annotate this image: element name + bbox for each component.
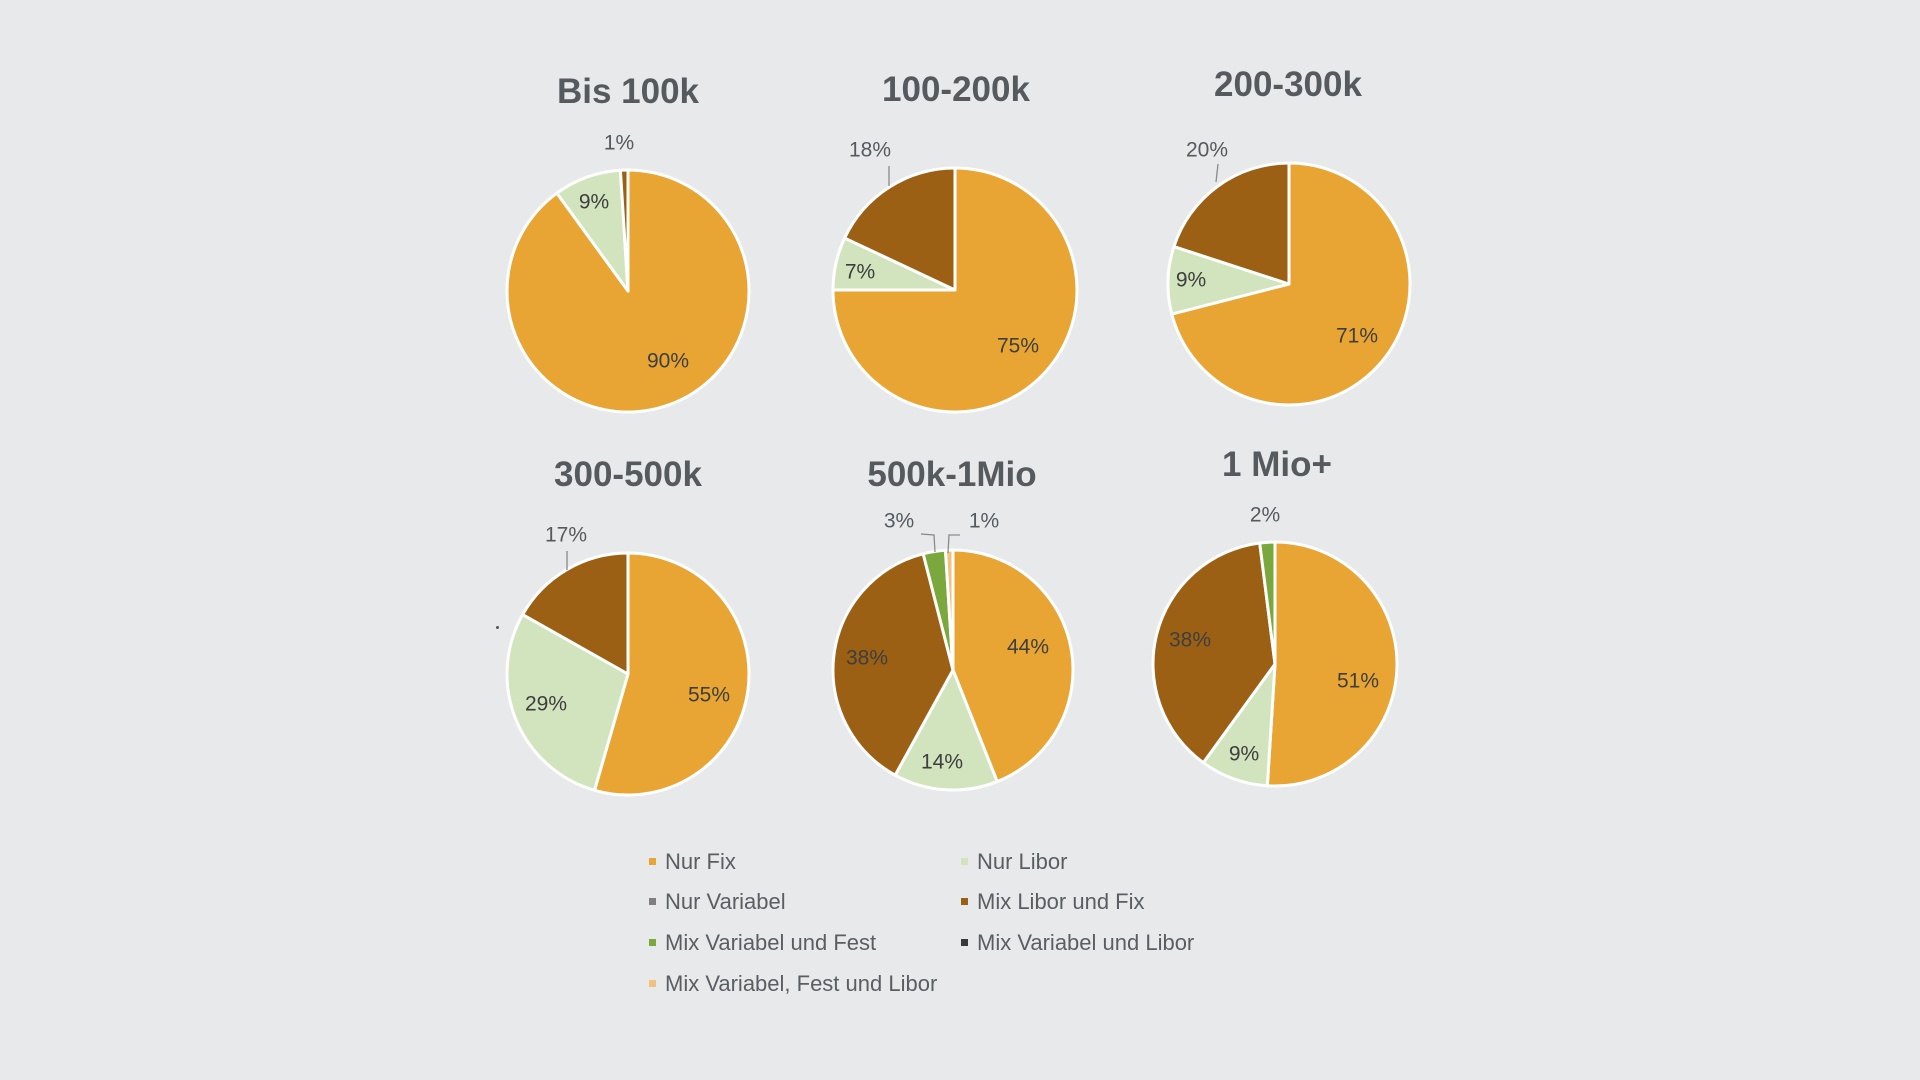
leader-line [1215,163,1219,183]
data-label: 71% [1336,325,1378,348]
data-label: 44% [1007,636,1049,659]
pie-slice [843,166,957,292]
legend-swatch [649,979,656,987]
pie-slice [618,168,630,293]
pie-chart-2: 75% 7% 18% [831,139,1079,414]
legend-item-mix-variabel-fest-libor: Mix Variabel, Fest und Libor [649,970,937,998]
data-label: 3% [884,510,914,533]
data-label: 75% [997,335,1039,358]
data-label: 9% [1176,269,1206,292]
legend-label: Mix Variabel und Libor [977,930,1195,955]
pie-slice [943,548,955,672]
data-label: 2% [1250,504,1280,527]
pie-chart-6: 51% 9% 38% 2% [1151,504,1399,788]
data-label: 17% [545,524,587,547]
legend-item-mix-libor-fix: Mix Libor und Fix [961,888,1145,916]
pie-chart-4: 55% 29% 17% [505,524,751,797]
chart-title-4: 300-500k [554,455,702,494]
legend-swatch [961,938,968,946]
pie-slice [1265,540,1399,788]
legend-label: Mix Libor und Fix [977,889,1145,914]
legend-item-mix-variabel-fest: Mix Variabel und Fest [649,929,876,957]
chart-title-6: 1 Mio+ [1222,445,1332,484]
data-label: 18% [849,139,891,162]
legend-swatch [649,938,656,946]
data-label: 29% [525,693,567,716]
legend-swatch [961,897,968,905]
pie-slice [893,668,999,792]
data-label: 20% [1186,139,1228,162]
legend-swatch [649,897,656,905]
legend-item-nur-variabel: Nur Variabel [649,888,786,916]
data-label: 55% [688,684,730,707]
data-label: 1% [969,510,999,533]
chart-title-5: 500k-1Mio [867,455,1037,494]
legend-label: Nur Fix [665,849,736,874]
legend-item-nur-fix: Nur Fix [649,848,736,876]
data-label: 9% [579,191,609,214]
data-label: 38% [1169,629,1211,652]
legend-label: Nur Libor [977,849,1068,874]
pie-slice [1172,161,1291,286]
data-label: 9% [1229,743,1259,766]
data-label: 1% [604,132,634,155]
legend-item-nur-libor: Nur Libor [961,848,1067,876]
leader-line [920,533,936,553]
legend-swatch [649,857,656,865]
pie-slice [831,552,955,777]
pie-chart-1: 90% 9% 1% [505,132,751,414]
chart-title-3: 200-300k [1214,65,1362,104]
pie-slice [1258,540,1277,666]
pie-chart-3: 71% 9% 20% [1166,139,1412,407]
data-label: 7% [845,261,875,284]
legend-item-mix-variabel-libor: Mix Variabel und Libor [961,929,1194,957]
stray-mark [496,626,499,629]
pie-chart-5: 44% 14% 38% 3% 1% [831,510,1075,792]
pie-slice [1170,161,1412,407]
legend-swatch [961,857,968,865]
pie-slice [1151,541,1277,765]
legend-label: Nur Variabel [665,889,786,914]
pie-slice [593,551,751,797]
leader-line [947,534,960,554]
data-label: 38% [846,647,888,670]
chart-title-1: Bis 100k [556,72,700,111]
legend-label: Mix Variabel, Fest und Libor [665,971,938,996]
data-label: 14% [921,751,963,774]
legend-label: Mix Variabel und Fest [665,930,877,955]
data-label: 51% [1337,670,1379,693]
chart-title-2: 100-200k [882,70,1030,109]
data-label: 90% [647,350,689,373]
pie-slice [951,548,1075,784]
